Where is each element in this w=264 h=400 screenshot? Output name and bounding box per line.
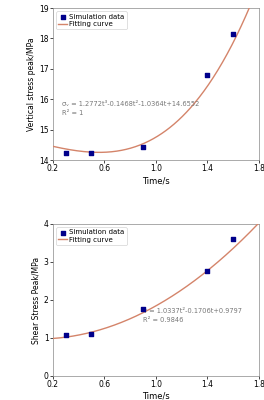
Fitting curve — [200, 91, 204, 96]
Y-axis label: Vertical stress peak/MPa: Vertical stress peak/MPa — [27, 37, 36, 131]
Simulation data — [205, 268, 209, 275]
Simulation data — [231, 31, 235, 37]
Legend: Simulation data, Fitting curve: Simulation data, Fitting curve — [56, 228, 127, 245]
Simulation data — [205, 72, 209, 78]
Fitting curve — [133, 314, 136, 319]
Fitting curve — [118, 320, 121, 325]
Fitting curve — [201, 90, 205, 95]
Fitting curve — [51, 144, 54, 149]
Line: Fitting curve: Fitting curve — [53, 0, 259, 152]
Fitting curve — [181, 287, 184, 292]
Legend: Simulation data, Fitting curve: Simulation data, Fitting curve — [56, 12, 127, 29]
Fitting curve — [181, 114, 185, 118]
Fitting curve — [200, 273, 203, 278]
Simulation data — [141, 144, 145, 150]
X-axis label: Time/s: Time/s — [142, 392, 170, 400]
X-axis label: Time/s: Time/s — [142, 176, 170, 185]
Line: Fitting curve: Fitting curve — [53, 223, 259, 338]
Simulation data — [89, 331, 93, 337]
Simulation data — [64, 150, 68, 156]
Text: σᵥ = 1.2772t³-0.1468t²-1.0364t+14.6552
R² = 1: σᵥ = 1.2772t³-0.1468t²-1.0364t+14.6552 R… — [62, 101, 199, 116]
Simulation data — [64, 332, 68, 338]
Simulation data — [89, 150, 93, 156]
Simulation data — [231, 236, 235, 242]
Text: τ = 1.0337t²-0.1706t+0.9797
R² = 0.9846: τ = 1.0337t²-0.1706t+0.9797 R² = 0.9846 — [143, 308, 242, 323]
Fitting curve — [257, 221, 260, 226]
Fitting curve — [76, 333, 79, 338]
Fitting curve — [201, 272, 204, 277]
Fitting curve — [133, 144, 136, 149]
Fitting curve — [76, 148, 79, 153]
Fitting curve — [119, 148, 122, 153]
Simulation data — [141, 306, 145, 313]
Y-axis label: Shear Stress Peak/MPa: Shear Stress Peak/MPa — [32, 256, 41, 344]
Fitting curve — [98, 150, 101, 155]
Fitting curve — [51, 336, 54, 341]
